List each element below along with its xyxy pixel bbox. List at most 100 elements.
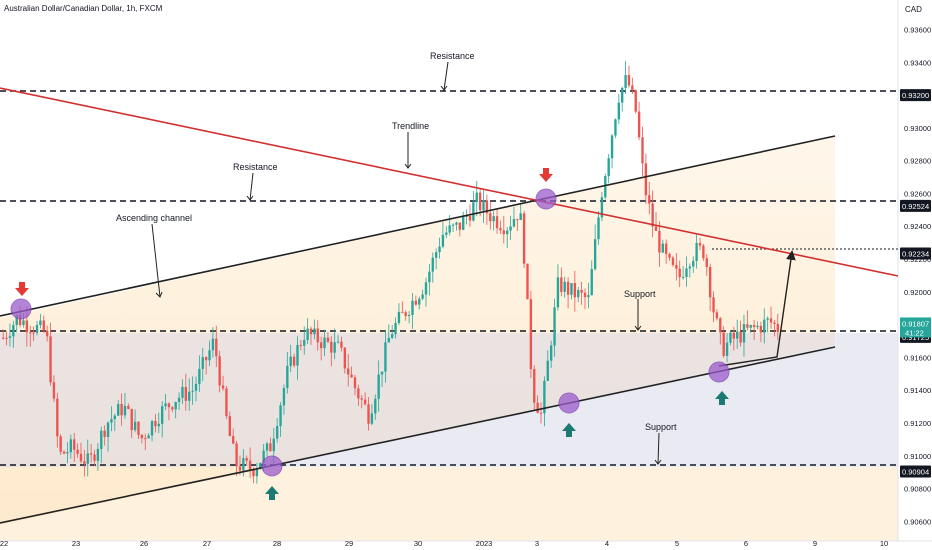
candle-body [468, 215, 472, 221]
candle-body [651, 203, 654, 227]
candle-body [15, 315, 18, 325]
candle-body [106, 422, 110, 437]
candle-body [580, 290, 583, 293]
up-arrow-icon [562, 423, 576, 437]
candle-body [763, 319, 766, 333]
candle-body [357, 388, 360, 399]
candle-body [397, 311, 401, 323]
candle-body [286, 365, 289, 388]
candle-body [590, 269, 593, 296]
price-label: 0.92234 [902, 249, 929, 258]
candle-body [117, 404, 120, 416]
candle-body [89, 453, 93, 455]
candle-body [658, 230, 661, 253]
candle-body [137, 421, 140, 435]
candle-body [181, 386, 184, 398]
candle-body [326, 337, 330, 342]
candle-body [384, 342, 387, 372]
candle-body [113, 415, 116, 420]
candle-body [462, 216, 465, 230]
candle-body [154, 421, 157, 427]
price-label-bg [900, 89, 931, 102]
y-tick-label: 0.92400 [904, 222, 931, 231]
candle-body [130, 408, 133, 431]
candle-body [509, 226, 512, 231]
candle-body [367, 404, 370, 424]
candle-body [458, 222, 462, 230]
annotation-resistance: Resistance [233, 162, 278, 172]
candle-body [275, 426, 279, 439]
support-zone [0, 333, 898, 467]
channel-upper-line[interactable] [0, 135, 836, 317]
candle-body [692, 260, 695, 267]
annotation-resistance-top: Resistance [430, 51, 475, 61]
candle-body [512, 219, 516, 227]
price-label-bg [900, 199, 931, 212]
candle-body [664, 243, 668, 254]
candle-body [391, 334, 394, 338]
y-tick-label: 0.90800 [904, 485, 931, 494]
candle-body [688, 266, 692, 269]
candle-body [604, 176, 607, 198]
candle-body [702, 245, 705, 259]
candle-body [242, 458, 245, 471]
candle-body [76, 449, 79, 454]
candle-body [583, 292, 587, 298]
candle-body [434, 252, 438, 258]
candle-body [259, 462, 262, 469]
candle-body [303, 339, 306, 346]
down-arrow-icon [15, 282, 29, 296]
candle-body [617, 102, 621, 120]
candle-body [431, 257, 434, 272]
candle-body [671, 257, 675, 265]
candle-body [441, 234, 445, 247]
candle-body [69, 439, 73, 453]
candle-body [174, 402, 177, 410]
candle-body [56, 398, 59, 437]
candle-body [539, 412, 543, 414]
candle-body [644, 163, 648, 196]
marker-circles [10, 188, 730, 477]
candle-body [492, 216, 495, 222]
candle-body [394, 322, 397, 335]
candle-body [110, 419, 113, 423]
candle-body [370, 413, 374, 424]
candle-body [255, 468, 259, 477]
candle-body [475, 192, 478, 203]
candle-body [729, 332, 732, 343]
candle-body [678, 268, 681, 278]
y-tick-label: 0.93400 [904, 58, 931, 67]
candle-body [756, 325, 759, 328]
candle-body [319, 342, 323, 349]
y-tick-label: 0.91600 [904, 353, 931, 362]
candle-body [641, 137, 644, 164]
x-axis: 22 23 26 27 28 29 30 2023 3 4 5 6 9 10 [0, 539, 888, 548]
candle-body [238, 466, 242, 471]
channel-lower-line[interactable] [0, 346, 836, 524]
candle-body [211, 338, 215, 351]
candle-body [144, 438, 147, 440]
candle-body [560, 277, 563, 292]
candle-body [597, 217, 600, 240]
candle-body [543, 380, 546, 414]
candle-body [522, 213, 526, 264]
x-tick-label: 23 [72, 539, 80, 548]
candle-body [147, 435, 150, 439]
candle-body [451, 224, 455, 226]
candle-body [654, 226, 658, 231]
candle-body [455, 222, 458, 225]
candle-body [353, 377, 357, 389]
candle-body [566, 281, 570, 295]
candle-body [245, 458, 248, 461]
candle-body [25, 320, 29, 333]
candle-body [127, 405, 130, 409]
candle-body [668, 253, 671, 258]
y-tick-label: 0.91000 [904, 452, 931, 461]
candle-body [299, 344, 303, 346]
candle-body [556, 277, 560, 308]
y-tick-label: 0.92000 [904, 288, 931, 297]
trendline[interactable] [0, 87, 899, 277]
candle-body [766, 318, 769, 320]
candle-body [681, 276, 685, 278]
